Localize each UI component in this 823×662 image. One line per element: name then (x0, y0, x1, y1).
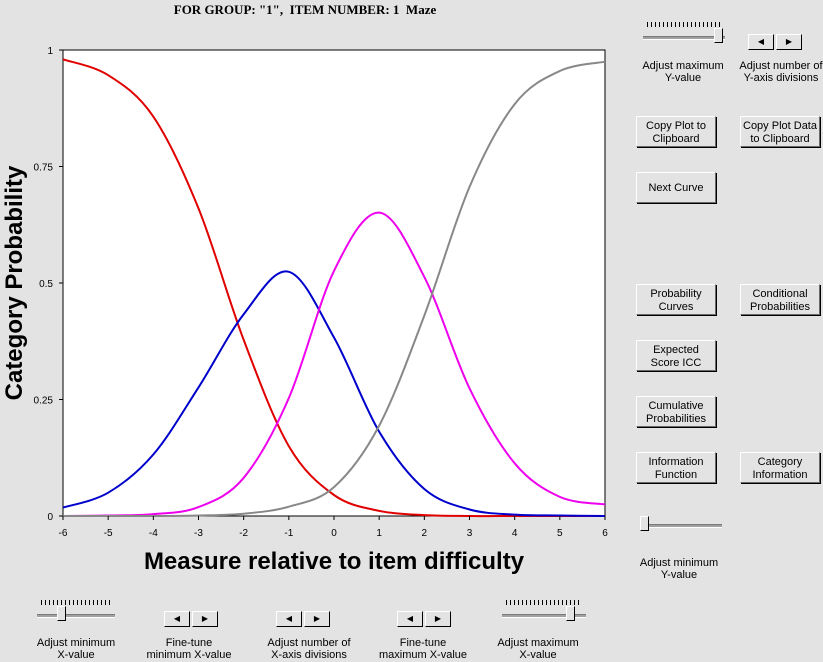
max-x-slider[interactable] (502, 600, 586, 624)
min-y-slider-thumb[interactable] (640, 516, 649, 531)
y-divisions-spinner[interactable]: ◀ ▶ (748, 34, 802, 50)
x-tick-label: 5 (557, 528, 563, 539)
y-divisions-decrease-button[interactable]: ◀ (748, 34, 774, 50)
category-information-button[interactable]: Category Information (740, 452, 820, 483)
x-tick-label: 6 (602, 528, 608, 539)
x-tick-label: 3 (467, 528, 473, 539)
x-divisions-spinner[interactable]: ◀ ▶ (276, 611, 330, 627)
x-tick-label: 4 (512, 528, 518, 539)
x-divisions-decrease-button[interactable]: ◀ (276, 611, 302, 627)
curve-category-0 (62, 58, 605, 518)
curve-category-2 (62, 211, 606, 517)
information-function-button[interactable]: Information Function (636, 452, 716, 483)
x-tick-label: -5 (104, 528, 113, 539)
copy-data-button[interactable]: Copy Plot Data to Clipboard (740, 116, 820, 147)
x-divisions-increase-button[interactable]: ▶ (304, 611, 330, 627)
max-y-caption: Adjust maximum Y-value (642, 60, 724, 84)
x-tick-label: 0 (331, 528, 337, 539)
expected-score-icc-button[interactable]: Expected Score ICC (636, 340, 716, 371)
curves (62, 58, 606, 518)
finetune-min-x-decrease-button[interactable]: ◀ (164, 611, 190, 627)
finetune-max-x-caption: Fine-tune maximum X-value (378, 637, 468, 661)
min-x-slider-ticks (41, 600, 111, 605)
cumulative-probabilities-button[interactable]: Cumulative Probabilities (636, 396, 716, 427)
conditional-probabilities-button[interactable]: Conditional Probabilities (740, 284, 820, 315)
min-y-slider[interactable] (640, 510, 722, 534)
x-tick-label: -1 (284, 528, 293, 539)
y-tick-label: 0.25 (34, 396, 54, 407)
min-y-caption: Adjust minimum Y-value (639, 557, 719, 581)
min-x-slider[interactable] (37, 600, 115, 624)
min-y-slider-track (640, 524, 722, 528)
y-axis-label: Category Probability (1, 165, 28, 400)
max-x-slider-track (502, 614, 586, 618)
finetune-min-x-increase-button[interactable]: ▶ (192, 611, 218, 627)
plot-area (62, 49, 606, 517)
x-tick-label: -2 (239, 528, 248, 539)
copy-plot-button[interactable]: Copy Plot to Clipboard (636, 116, 716, 147)
y-divisions-increase-button[interactable]: ▶ (776, 34, 802, 50)
y-tick-label: 1 (47, 46, 53, 57)
plot-title: FOR GROUP: "1", ITEM NUMBER: 1 Maze (173, 2, 437, 17)
x-axis-ticks: -6 -5 -4 -3 -2 -1 0 1 2 3 4 5 6 (59, 516, 608, 539)
y-divisions-caption: Adjust number of Y-axis divisions (739, 60, 823, 84)
y-tick-label: 0.75 (34, 163, 54, 174)
finetune-min-x-caption: Fine-tune minimum X-value (146, 637, 232, 661)
x-tick-label: -3 (194, 528, 203, 539)
x-tick-label: 1 (376, 528, 382, 539)
probability-curves-button[interactable]: Probability Curves (636, 284, 716, 315)
min-x-slider-thumb[interactable] (57, 606, 66, 621)
curve-category-1 (62, 270, 606, 517)
x-axis-label: Measure relative to item difficulty (144, 548, 525, 575)
max-y-slider-ticks (647, 22, 721, 27)
finetune-max-x-spinner[interactable]: ◀ ▶ (397, 611, 451, 627)
max-x-slider-thumb[interactable] (566, 606, 575, 621)
max-x-caption: Adjust maximum X-value (497, 637, 579, 661)
x-tick-label: 2 (422, 528, 428, 539)
y-axis-ticks: 0 0.25 0.5 0.75 1 (34, 46, 63, 523)
probability-chart: -6 -5 -4 -3 -2 -1 0 1 2 3 4 5 6 0 0.25 0.5 0.75 1 Measur… (1, 46, 608, 575)
curve-category-3 (62, 60, 606, 518)
max-y-slider-thumb[interactable] (714, 28, 723, 43)
max-y-slider[interactable] (643, 22, 725, 46)
finetune-max-x-decrease-button[interactable]: ◀ (397, 611, 423, 627)
x-divisions-caption: Adjust number of X-axis divisions (267, 637, 351, 661)
min-x-slider-track (37, 614, 115, 618)
finetune-min-x-spinner[interactable]: ◀ ▶ (164, 611, 218, 627)
finetune-max-x-increase-button[interactable]: ▶ (425, 611, 451, 627)
y-tick-label: 0 (47, 512, 53, 523)
y-tick-label: 0.5 (39, 279, 53, 290)
max-x-slider-ticks (506, 600, 582, 605)
min-x-caption: Adjust minimum X-value (36, 637, 116, 661)
next-curve-button[interactable]: Next Curve (636, 172, 716, 203)
max-y-slider-track (643, 36, 725, 40)
x-tick-label: -6 (59, 528, 68, 539)
x-tick-label: -4 (149, 528, 158, 539)
